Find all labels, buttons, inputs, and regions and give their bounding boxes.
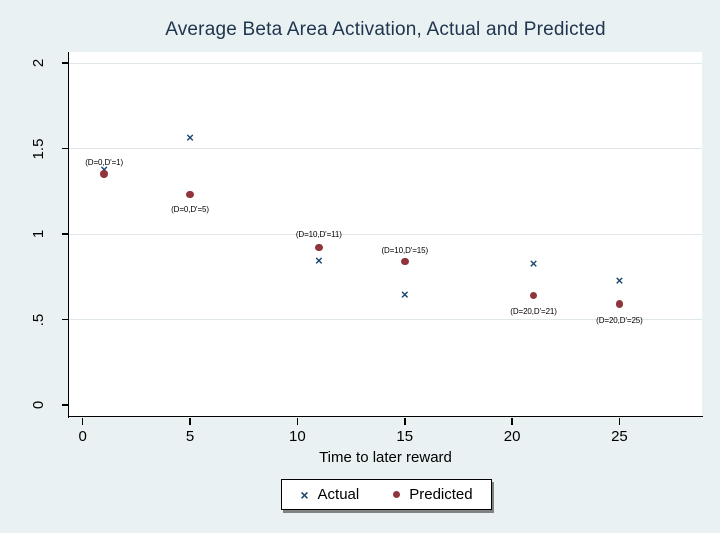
y-tick-label: .5 bbox=[30, 313, 47, 326]
y-tick-mark bbox=[61, 233, 69, 235]
data-point-actual: × bbox=[186, 129, 194, 145]
point-label: (D=0,D'=1) bbox=[85, 158, 124, 168]
legend-label-actual: Actual bbox=[317, 486, 360, 503]
point-label: (D=20,D'=25) bbox=[596, 316, 643, 326]
data-point-predicted bbox=[615, 300, 624, 308]
x-tick-mark bbox=[618, 417, 621, 425]
data-point-actual: × bbox=[315, 252, 323, 268]
x-tick-label: 25 bbox=[611, 428, 628, 445]
legend: × Actual Predicted bbox=[281, 479, 492, 510]
chart-title: Average Beta Area Activation, Actual and… bbox=[165, 19, 606, 40]
legend-entry-actual: × Actual bbox=[300, 486, 359, 503]
predicted-marker-icon bbox=[393, 491, 401, 498]
data-point-predicted bbox=[186, 190, 194, 199]
x-tick-mark bbox=[511, 417, 513, 425]
x-tick-label: 20 bbox=[503, 428, 521, 445]
gridline bbox=[69, 233, 702, 235]
y-tick-mark bbox=[61, 147, 69, 150]
y-tick-mark bbox=[61, 404, 69, 406]
data-point-actual: × bbox=[615, 273, 624, 289]
data-point-predicted bbox=[401, 257, 409, 266]
data-point-actual: × bbox=[529, 256, 538, 272]
y-tick-mark bbox=[61, 318, 69, 321]
x-tick-mark bbox=[296, 417, 299, 425]
x-tick-mark bbox=[404, 417, 406, 425]
data-point-predicted bbox=[315, 243, 323, 252]
data-point-actual: × bbox=[400, 287, 409, 303]
gridline bbox=[69, 148, 702, 149]
x-axis-title: Time to later reward bbox=[319, 449, 452, 466]
data-point-predicted bbox=[529, 291, 538, 300]
y-tick-label: 0 bbox=[30, 400, 47, 410]
legend-entry-predicted: Predicted bbox=[393, 486, 473, 503]
point-label: (D=10,D'=11) bbox=[295, 229, 342, 239]
y-tick-label: 2 bbox=[30, 58, 47, 68]
x-tick-mark bbox=[189, 417, 191, 425]
x-tick-label: 15 bbox=[396, 428, 414, 445]
point-label: (D=10,D'=15) bbox=[381, 246, 429, 256]
y-tick-label: 1 bbox=[30, 229, 47, 239]
data-point-predicted bbox=[100, 170, 108, 178]
point-label: (D=0,D'=5) bbox=[171, 204, 209, 214]
x-tick-label: 5 bbox=[185, 428, 195, 445]
actual-marker-icon: × bbox=[300, 486, 309, 503]
data-point-actual: × bbox=[97, 163, 111, 177]
x-tick-label: 0 bbox=[78, 428, 87, 445]
slide-bottom-margin bbox=[0, 533, 720, 540]
y-axis-line bbox=[67, 52, 70, 418]
x-tick-label: 10 bbox=[289, 428, 306, 445]
x-axis-line bbox=[67, 415, 703, 418]
gridline bbox=[69, 319, 702, 320]
gridline bbox=[69, 62, 702, 64]
legend-label-predicted: Predicted bbox=[409, 486, 473, 503]
x-tick-mark bbox=[81, 417, 84, 425]
y-tick-mark bbox=[61, 62, 69, 64]
point-label: (D=20,D'=21) bbox=[510, 306, 557, 316]
